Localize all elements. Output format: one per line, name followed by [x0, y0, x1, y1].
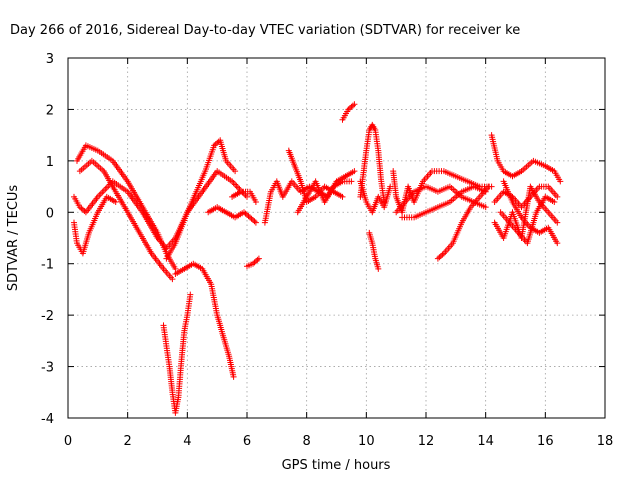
series-track-u	[434, 183, 492, 262]
series-track-q	[366, 229, 382, 272]
x-tick-label: 2	[124, 434, 132, 449]
x-tick-label: 0	[64, 434, 72, 449]
plus-markers	[357, 121, 388, 205]
series-track-f	[172, 260, 237, 380]
y-tick-label: 0	[46, 206, 54, 221]
plus-markers	[74, 142, 179, 272]
series-track-i	[229, 188, 259, 205]
series-track-g	[160, 291, 194, 416]
y-tick-label: 2	[46, 103, 54, 118]
chart-title: Day 266 of 2016, Sidereal Day-to-day VTE…	[10, 23, 520, 38]
series-track-j	[244, 255, 262, 270]
plus-markers	[160, 291, 194, 416]
plus-markers	[76, 157, 176, 283]
plus-markers	[244, 255, 262, 270]
grid-lines	[68, 58, 605, 418]
y-tick-label: 1	[46, 155, 54, 170]
series-track-p	[357, 178, 394, 216]
y-tick-label: -2	[41, 309, 54, 324]
plus-markers	[488, 132, 564, 185]
series-track-b	[76, 157, 176, 283]
x-tick-label: 12	[418, 434, 435, 449]
y-tick-label: -4	[41, 412, 54, 427]
x-tick-label: 16	[537, 434, 554, 449]
plus-markers	[71, 193, 119, 257]
series-track-d	[71, 193, 119, 257]
y-tick-label: -1	[41, 258, 54, 273]
x-axis-label: GPS time / hours	[282, 458, 391, 473]
series-track-n	[339, 101, 358, 123]
series-track-e	[163, 137, 239, 262]
series-track-t	[399, 183, 489, 221]
series-track-l	[285, 147, 346, 205]
plus-markers	[285, 147, 346, 205]
y-axis-label: SDTVAR / TECUs	[6, 185, 21, 292]
plus-markers	[163, 137, 239, 262]
series-track-m	[294, 178, 355, 216]
plus-markers	[294, 178, 355, 216]
x-tick-label: 10	[358, 434, 375, 449]
plus-markers	[434, 183, 492, 262]
series-track-r	[390, 168, 495, 216]
series-track-o	[357, 121, 388, 205]
plus-markers	[491, 183, 561, 241]
series-track-v	[488, 132, 564, 185]
x-tick-label: 18	[597, 434, 614, 449]
x-tick-label: 8	[303, 434, 311, 449]
series-track-z	[491, 183, 561, 241]
plus-markers	[339, 101, 358, 123]
x-tick-label: 6	[243, 434, 251, 449]
data-markers	[71, 101, 564, 416]
plot-frame	[67, 57, 606, 419]
y-tick-label: -3	[41, 361, 54, 376]
plus-markers	[366, 229, 382, 272]
plus-markers	[172, 260, 237, 380]
plus-markers	[205, 204, 259, 226]
plus-markers	[357, 178, 394, 216]
series-track-a	[74, 142, 179, 272]
y-tick-label: 3	[46, 52, 54, 67]
x-tick-label: 14	[477, 434, 494, 449]
series-track-h	[205, 204, 259, 226]
plus-markers	[229, 188, 259, 205]
plus-markers	[399, 183, 489, 221]
x-tick-label: 4	[183, 434, 191, 449]
plus-markers	[390, 168, 495, 216]
